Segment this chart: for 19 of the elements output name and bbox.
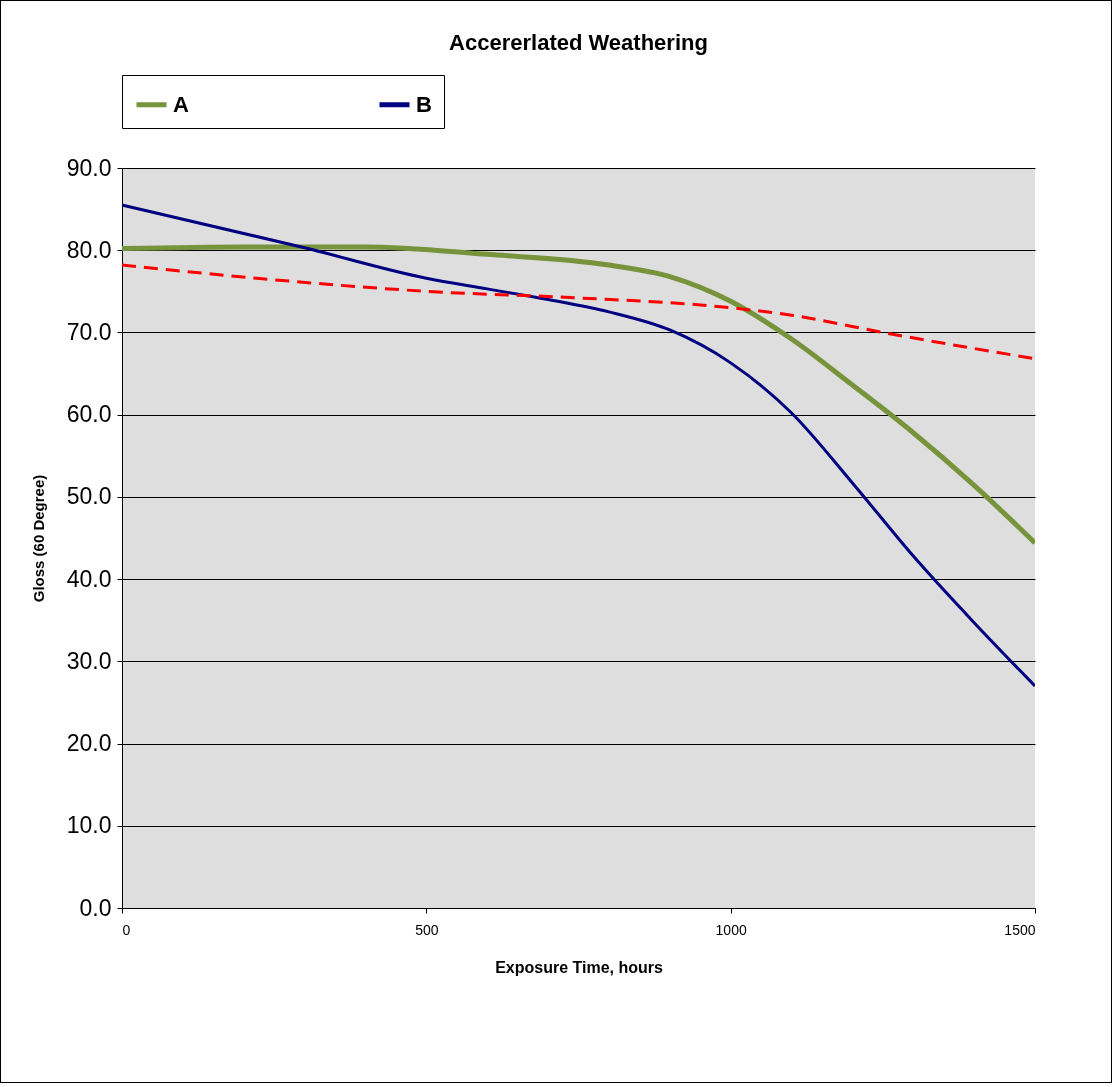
- y-tick-label: 80.0: [66, 236, 112, 263]
- x-tick-label: 500: [415, 921, 439, 938]
- y-tick-label: 90.0: [66, 154, 112, 181]
- y-tick-label: 70.0: [66, 318, 112, 345]
- y-tick-label: 0.0: [79, 894, 112, 921]
- x-axis-title: Exposure Time, hours: [495, 958, 663, 976]
- x-tick-label: 1500: [1004, 921, 1036, 938]
- y-tick-label: 20.0: [66, 730, 112, 757]
- y-tick-label: 10.0: [66, 812, 112, 839]
- y-axis-title: Gloss (60 Degree): [29, 474, 47, 603]
- y-tick-label: 40.0: [66, 565, 112, 592]
- x-tick-label: 1000: [715, 921, 747, 938]
- y-tick-label: 30.0: [66, 647, 112, 674]
- legend-label: B: [416, 91, 432, 117]
- y-tick-label: 60.0: [66, 401, 112, 428]
- x-tick-label: 0: [122, 921, 131, 938]
- legend-label: A: [173, 91, 189, 117]
- y-tick-label: 50.0: [66, 483, 112, 510]
- chart-title: Accererlated Weathering: [449, 29, 708, 55]
